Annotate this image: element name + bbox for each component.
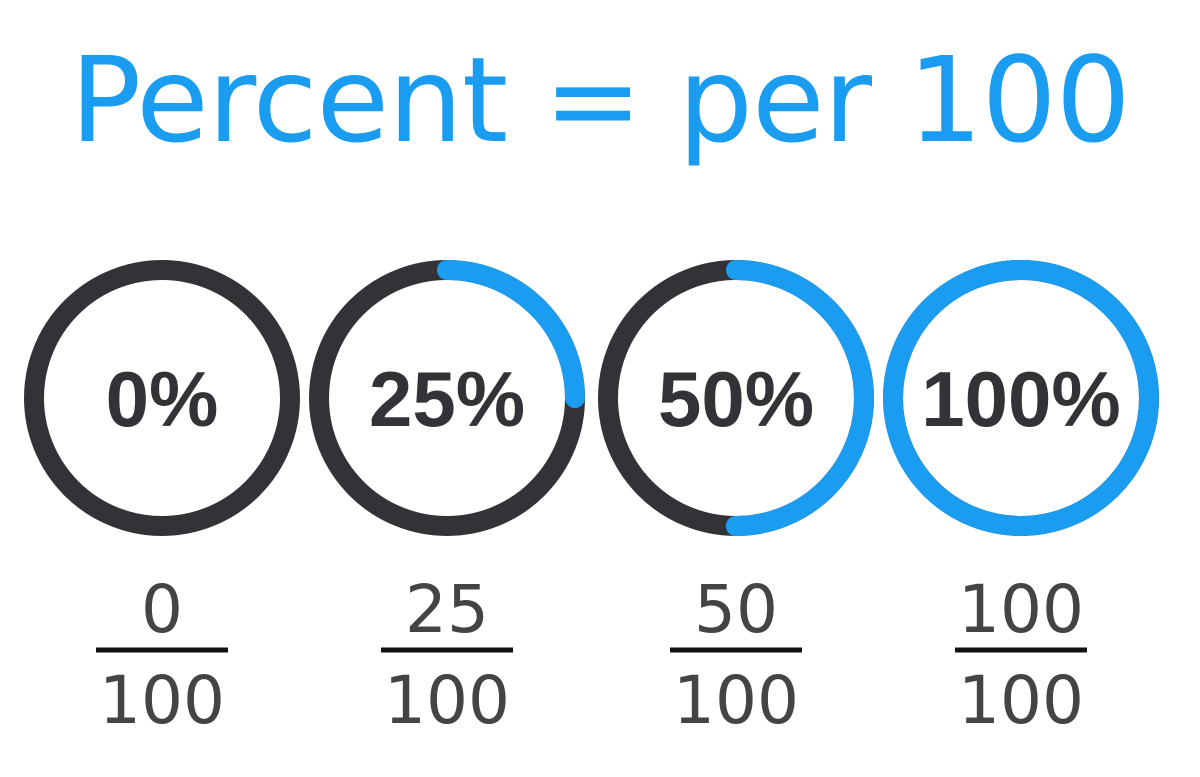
ring-progress-arc: [883, 260, 1159, 536]
percent-ring-1: 25%: [309, 260, 585, 536]
page-title: Percent = per 100: [70, 31, 1131, 169]
ring-progress-arc: [309, 260, 585, 536]
ring-percent-label: 100%: [921, 355, 1121, 443]
ring-percent-label: 0%: [106, 355, 219, 443]
percent-ring-3: 100%: [883, 260, 1159, 536]
ring-track: [24, 260, 300, 536]
fraction-denominator: 100: [673, 662, 799, 739]
fraction-numerator: 25: [405, 571, 489, 648]
percent-ring-2: 50%: [598, 260, 874, 536]
fraction-denominator: 100: [958, 662, 1084, 739]
fraction-denominator: 100: [384, 662, 510, 739]
ring-percent-label: 50%: [658, 355, 814, 443]
percent-ring-0: 0%: [24, 260, 300, 536]
ring-progress-arc: [598, 260, 874, 536]
fraction-denominator: 100: [99, 662, 225, 739]
ring-percent-label: 25%: [369, 355, 525, 443]
fraction-numerator: 0: [141, 571, 183, 648]
fraction-numerator: 50: [694, 571, 778, 648]
fraction-numerator: 100: [958, 571, 1084, 648]
